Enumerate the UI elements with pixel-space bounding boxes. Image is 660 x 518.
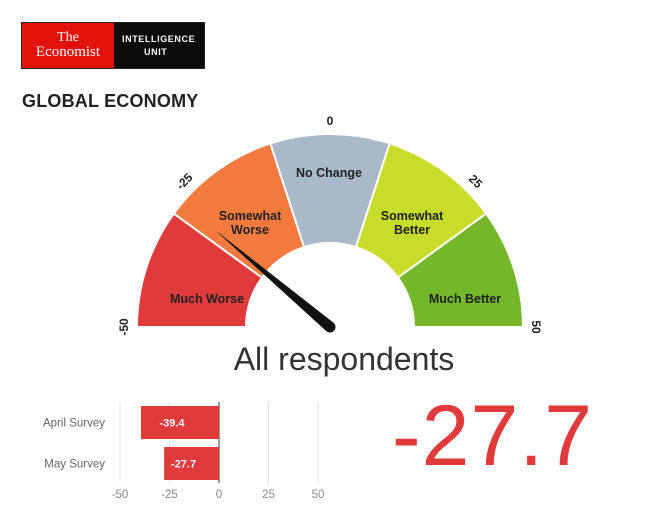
gauge-band-label: No Change (296, 166, 362, 180)
intelligence-unit-wordmark: INTELLIGENCE UNIT (114, 23, 204, 68)
bar-category-label: April Survey (43, 418, 105, 430)
bar (164, 447, 219, 480)
logo-line-1: The (57, 30, 79, 45)
gauge-band-label: Much Better (429, 292, 501, 306)
bar-value-label: -39.4 (159, 418, 185, 430)
gauge-tick-label: 25 (466, 172, 486, 192)
economist-intelligence-unit-logo: The Economist INTELLIGENCE UNIT (21, 22, 205, 69)
bar-axis-tick-label: 25 (262, 489, 275, 501)
bar-axis-tick-label: 0 (216, 489, 222, 501)
gauge-band-much-better (396, 212, 525, 328)
headline-value: -27.7 (392, 388, 594, 484)
bar (140, 406, 219, 439)
logo-unit-line-2: UNIT (144, 46, 168, 57)
gauge-band-label: Somewhat Better (381, 209, 444, 237)
economist-wordmark: The Economist (22, 23, 114, 68)
chart-subtitle: All respondents (233, 341, 455, 377)
survey-bar-chart: April Survey -39.4 May Survey -27.7 -50 -25 0 2… (43, 402, 325, 501)
bar-value-label: -27.7 (171, 459, 196, 471)
gauge-band-label: Much Worse (170, 292, 244, 306)
gauge-tick-label: 50 (529, 320, 543, 334)
section-title: GLOBAL ECONOMY (22, 91, 199, 111)
bar-axis-tick-label: -25 (161, 489, 178, 501)
gauge-band-label: Somewhat Worse (219, 209, 282, 237)
gauge-needle (215, 230, 334, 332)
gauge-tick-label: 0 (327, 114, 334, 128)
bar-axis-tick-label: 50 (312, 489, 325, 501)
logo-line-2: Economist (35, 44, 101, 60)
gauge-tick-label: -50 (117, 318, 131, 336)
gauge-needle-hub (324, 321, 336, 333)
sentiment-gauge-chart: Much Worse Somewhat Worse No Change Somewhat… (117, 114, 543, 336)
bar-axis-tick-label: -50 (112, 489, 129, 501)
logo-unit-line-1: INTELLIGENCE (122, 34, 196, 45)
bar-category-label: May Survey (44, 459, 105, 471)
